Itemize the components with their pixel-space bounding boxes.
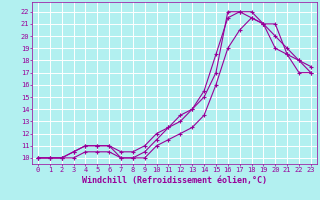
X-axis label: Windchill (Refroidissement éolien,°C): Windchill (Refroidissement éolien,°C)	[82, 176, 267, 185]
